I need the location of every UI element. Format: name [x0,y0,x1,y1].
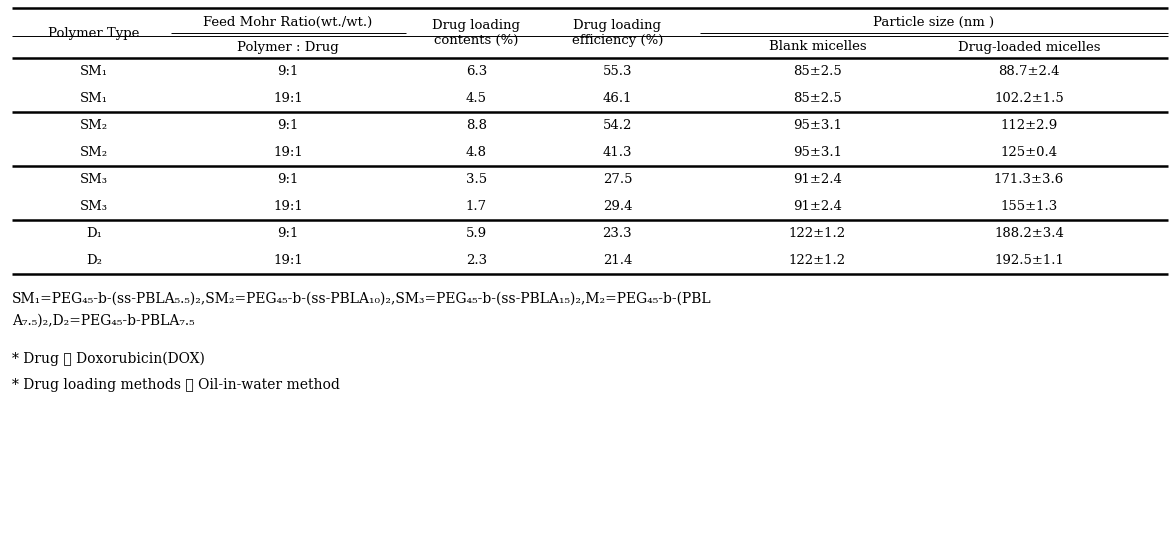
Text: Polymer : Drug: Polymer : Drug [238,40,339,53]
Text: 125±0.4: 125±0.4 [1001,146,1057,159]
Text: 155±1.3: 155±1.3 [1001,200,1057,213]
Text: 9:1: 9:1 [278,119,299,132]
Text: 41.3: 41.3 [602,146,633,159]
Text: 27.5: 27.5 [602,173,633,186]
Text: SM₂: SM₂ [80,146,108,159]
Text: 9:1: 9:1 [278,227,299,240]
Text: 46.1: 46.1 [602,92,633,105]
Text: D₁: D₁ [86,227,102,240]
Text: * Drug loading methods ： Oil-in-water method: * Drug loading methods ： Oil-in-water me… [12,378,340,392]
Text: 29.4: 29.4 [602,200,633,213]
Text: 112±2.9: 112±2.9 [1001,119,1057,132]
Text: SM₃: SM₃ [80,200,108,213]
Text: 171.3±3.6: 171.3±3.6 [994,173,1064,186]
Text: 192.5±1.1: 192.5±1.1 [994,254,1064,267]
Text: 1.7: 1.7 [466,200,487,213]
Text: 3.5: 3.5 [466,173,487,186]
Text: A₇.₅)₂,D₂=PEG₄₅-b-PBLA₇.₅: A₇.₅)₂,D₂=PEG₄₅-b-PBLA₇.₅ [12,314,194,328]
Text: * Drug ： Doxorubicin(DOX): * Drug ： Doxorubicin(DOX) [12,352,205,366]
Text: SM₂: SM₂ [80,119,108,132]
Text: 5.9: 5.9 [466,227,487,240]
Text: 23.3: 23.3 [602,227,633,240]
Text: 19:1: 19:1 [273,200,303,213]
Text: 95±3.1: 95±3.1 [793,119,842,132]
Text: 19:1: 19:1 [273,254,303,267]
Text: 54.2: 54.2 [603,119,632,132]
Text: 21.4: 21.4 [603,254,632,267]
Text: 95±3.1: 95±3.1 [793,146,842,159]
Text: 9:1: 9:1 [278,173,299,186]
Text: SM₁=PEG₄₅-b-(ss-PBLA₅.₅)₂,SM₂=PEG₄₅-b-(ss-PBLA₁₀)₂,SM₃=PEG₄₅-b-(ss-PBLA₁₅)₂,M₂=P: SM₁=PEG₄₅-b-(ss-PBLA₅.₅)₂,SM₂=PEG₄₅-b-(s… [12,292,711,306]
Text: Feed Mohr Ratio(wt./wt.): Feed Mohr Ratio(wt./wt.) [203,15,373,28]
Text: 55.3: 55.3 [602,65,633,78]
Text: 122±1.2: 122±1.2 [789,254,846,267]
Text: SM₁: SM₁ [80,92,108,105]
Text: 9:1: 9:1 [278,65,299,78]
Text: SM₁: SM₁ [80,65,108,78]
Text: Drug-loaded micelles: Drug-loaded micelles [957,40,1101,53]
Text: Drug loading
efficiency (%): Drug loading efficiency (%) [572,19,663,47]
Text: 91±2.4: 91±2.4 [793,200,842,213]
Text: D₂: D₂ [86,254,102,267]
Text: 188.2±3.4: 188.2±3.4 [994,227,1064,240]
Text: 6.3: 6.3 [466,65,487,78]
Text: 4.8: 4.8 [466,146,487,159]
Text: Drug loading
contents (%): Drug loading contents (%) [433,19,520,47]
Text: 85±2.5: 85±2.5 [793,92,842,105]
Text: Polymer Type: Polymer Type [48,27,140,39]
Text: SM₃: SM₃ [80,173,108,186]
Text: Particle size (nm ): Particle size (nm ) [874,15,995,28]
Text: 122±1.2: 122±1.2 [789,227,846,240]
Text: 91±2.4: 91±2.4 [793,173,842,186]
Text: Blank micelles: Blank micelles [768,40,867,53]
Text: 8.8: 8.8 [466,119,487,132]
Text: 102.2±1.5: 102.2±1.5 [994,92,1064,105]
Text: 4.5: 4.5 [466,92,487,105]
Text: 85±2.5: 85±2.5 [793,65,842,78]
Text: 19:1: 19:1 [273,92,303,105]
Text: 88.7±2.4: 88.7±2.4 [998,65,1060,78]
Text: 2.3: 2.3 [466,254,487,267]
Text: 19:1: 19:1 [273,146,303,159]
